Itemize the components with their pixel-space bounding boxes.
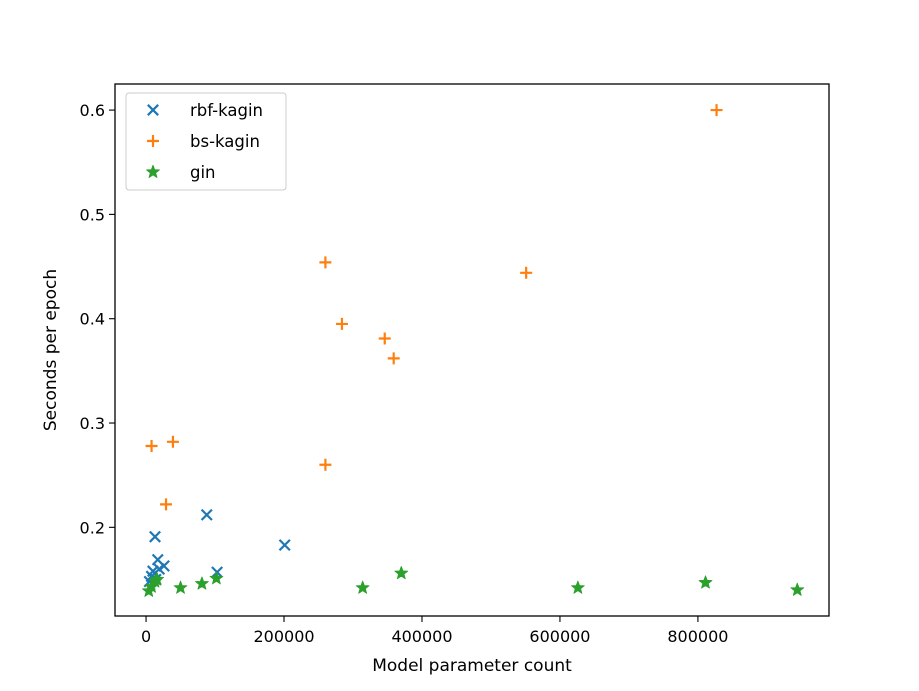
legend-marker-bs-kagin	[147, 135, 159, 147]
x-tick-label-1: 200000	[253, 627, 314, 646]
legend-marker-gin	[146, 164, 160, 178]
legend-label-bs-kagin: bs-kagin	[190, 132, 260, 151]
data-point-gin-8	[394, 566, 409, 580]
data-point-bs-kagin-4	[319, 458, 332, 471]
data-point-bs-kagin-8	[520, 266, 533, 279]
series-rbf-kagin	[143, 508, 291, 588]
data-point-bs-kagin-7	[387, 352, 400, 365]
legend-marker-rbf-kagin	[147, 104, 159, 116]
axes: 0 200000 400000 600000 800000 0.2 0.3 0.4 0.5 0.6…	[41, 83, 830, 676]
y-tick-label-4: 0.6	[80, 101, 105, 120]
y-tick-label-2: 0.4	[80, 310, 105, 329]
data-point-gin-5	[195, 576, 209, 590]
y-tick-label-3: 0.5	[80, 205, 105, 224]
data-point-bs-kagin-9	[710, 104, 723, 117]
legend: rbf-kagin bs-kagin gin	[125, 92, 287, 191]
data-point-bs-kagin-6	[378, 332, 391, 345]
data-point-bs-kagin-0	[145, 439, 158, 452]
legend-box	[125, 92, 287, 191]
x-tick-label-4: 800000	[667, 627, 728, 646]
data-point-rbf-kagin-3	[149, 530, 161, 543]
legend-label-rbf-kagin: rbf-kagin	[190, 101, 263, 120]
series-gin	[141, 566, 805, 597]
data-point-gin-10	[698, 575, 713, 589]
data-point-gin-6	[209, 571, 224, 585]
series-bs-kagin	[145, 104, 723, 511]
x-tick-label-3: 600000	[529, 627, 590, 646]
y-tick-label-0: 0.2	[80, 518, 105, 537]
data-point-rbf-kagin-9	[211, 566, 224, 579]
data-point-rbf-kagin-10	[278, 539, 291, 552]
data-point-gin-3	[150, 572, 164, 586]
data-point-bs-kagin-1	[160, 498, 173, 511]
plot-area	[141, 104, 805, 597]
data-point-rbf-kagin-8	[200, 508, 213, 521]
data-point-gin-11	[790, 582, 805, 596]
x-axis-label: Model parameter count	[372, 656, 572, 676]
data-point-bs-kagin-3	[319, 256, 332, 269]
data-point-gin-4	[173, 580, 188, 594]
axes-frame	[114, 83, 830, 617]
x-tick-label-0: 0	[141, 627, 151, 646]
data-point-gin-7	[355, 580, 370, 594]
data-point-rbf-kagin-7	[158, 559, 170, 572]
y-axis-label: Seconds per epoch	[41, 269, 61, 431]
legend-label-gin: gin	[190, 163, 216, 182]
data-point-bs-kagin-2	[166, 435, 179, 448]
x-tick-label-2: 400000	[391, 627, 452, 646]
data-point-bs-kagin-5	[335, 317, 348, 330]
y-tick-label-1: 0.3	[80, 414, 105, 433]
data-point-gin-9	[571, 580, 585, 594]
